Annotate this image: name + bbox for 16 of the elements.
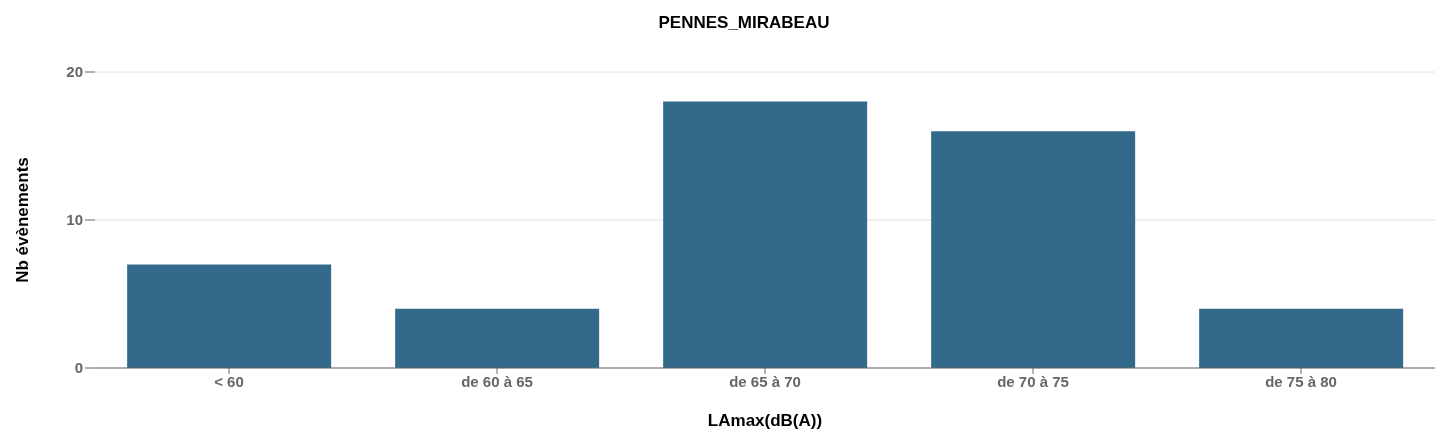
bar [395,308,600,368]
chart-title: PENNES_MIRABEAU [657,12,831,34]
x-axis-title: LAmax(dB(A)) [707,411,823,430]
x-tick-label: de 65 à 70 [729,372,801,390]
bar [931,131,1136,368]
bar [127,264,332,368]
x-tick-label: de 60 à 65 [461,372,533,390]
y-axis-title: Nb évènements [13,157,33,283]
bar [663,101,868,368]
x-tick-label: < 60 [214,372,244,390]
bar [1199,308,1404,368]
y-tick-label: 20 [66,63,83,81]
y-tick-label: 10 [66,211,83,229]
x-tick-label: de 70 à 75 [997,372,1069,390]
y-tick-label: 0 [74,359,83,377]
x-tick-label: de 75 à 80 [1265,372,1337,390]
